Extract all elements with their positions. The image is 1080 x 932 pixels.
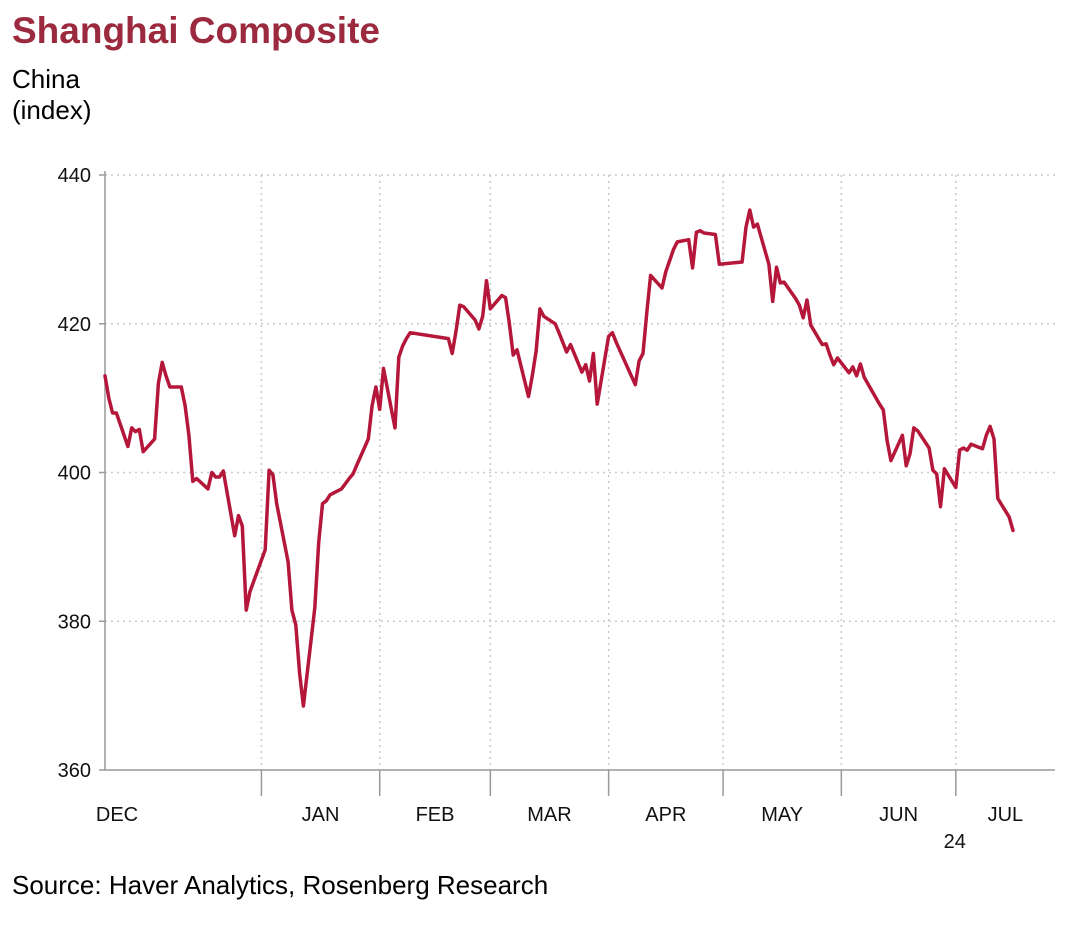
y-tick-label: 380 — [58, 611, 91, 633]
axis-labels: 360 380 400 420 440 DEC JAN FEB MAR APR MAY JUN JUL 2… — [58, 165, 1024, 853]
x-tick-label: APR — [645, 804, 686, 826]
series-group — [103, 208, 1015, 708]
subtitle-unit: (index) — [12, 95, 92, 125]
x-tick-label: DEC — [96, 804, 138, 826]
y-tick-label: 360 — [58, 760, 91, 782]
x-tick-label: FEB — [416, 804, 455, 826]
x-tick-label: MAY — [761, 804, 803, 826]
y-tick-label: 420 — [58, 314, 91, 336]
chart-subtitle: China (index) — [12, 64, 91, 126]
y-tick-label: 440 — [58, 165, 91, 187]
chart-title: Shanghai Composite — [12, 10, 380, 51]
gridlines — [105, 174, 1055, 770]
subtitle-country: China — [12, 64, 80, 94]
y-tick-label: 400 — [58, 463, 91, 485]
x-tick-label: JUL — [988, 804, 1024, 826]
x-tick-label: MAR — [527, 804, 571, 826]
x-year-label: 24 — [944, 831, 966, 853]
x-tick-label: JUN — [879, 804, 918, 826]
x-tick-label: JAN — [302, 804, 340, 826]
source-note: Source: Haver Analytics, Rosenberg Resea… — [12, 870, 549, 900]
axes — [99, 171, 1055, 796]
series-line — [103, 208, 1015, 708]
